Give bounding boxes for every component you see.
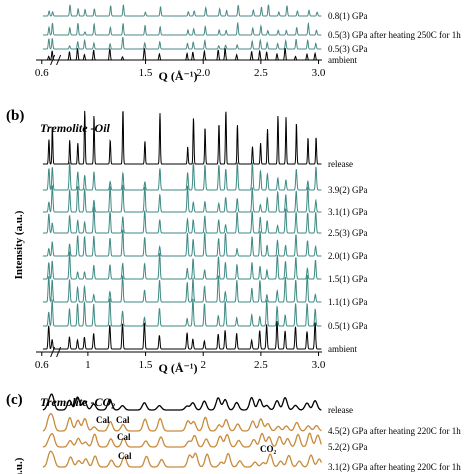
series-line bbox=[42, 393, 322, 411]
panel-b-x-axis-label: Q (Å⁻¹) bbox=[159, 361, 198, 375]
x-tick-label: 0.6 bbox=[35, 67, 49, 79]
annotation-label: Cal bbox=[118, 451, 132, 461]
series-label: 5.2(2) GPa bbox=[328, 442, 368, 452]
panel-b: (b) Tremolite -Oil Intensity (a.u.) rele… bbox=[6, 108, 368, 375]
series-label: 2.0(1) GPa bbox=[328, 251, 368, 261]
panel-c-y-axis-label: a.u.) bbox=[13, 457, 25, 474]
series-label: 3.1(2) GPa after heating 220C for 1h bbox=[328, 462, 461, 472]
series-label: ambient bbox=[328, 55, 357, 65]
panel-b-y-axis-label: Intensity (a.u.) bbox=[13, 210, 25, 279]
x-tick-label: 1.5 bbox=[139, 359, 153, 371]
series-line bbox=[42, 298, 322, 327]
annotation-label: Cal bbox=[117, 432, 131, 442]
axis-break-mark bbox=[56, 346, 62, 358]
x-tick-label: 2 bbox=[200, 359, 206, 371]
panel-b-traces bbox=[42, 110, 322, 350]
series-line bbox=[42, 36, 322, 50]
series-label: release bbox=[328, 159, 353, 169]
series-line bbox=[42, 48, 322, 61]
series-label: 4.5(2) GPa after heating 220C for 1h bbox=[328, 426, 461, 436]
panel-a-x-axis-label: Q (Å⁻¹) bbox=[159, 69, 198, 83]
series-line bbox=[42, 229, 322, 257]
panel-a-series-labels: 0.8(1) GPa 0.5(3) GPa after heating 250C … bbox=[328, 11, 461, 65]
panel-a-traces bbox=[42, 4, 322, 61]
panel-c-traces bbox=[42, 393, 322, 468]
x-tick-label: 2.0 bbox=[196, 67, 210, 79]
x-tick-label: 1.5 bbox=[139, 67, 153, 79]
series-label: 2.5(3) GPa bbox=[328, 228, 368, 238]
series-line bbox=[42, 4, 322, 17]
series-line bbox=[42, 321, 322, 350]
x-tick-label: 0.6 bbox=[35, 359, 49, 371]
axis-break-mark bbox=[50, 54, 56, 66]
series-label: 3.9(2) GPa bbox=[328, 185, 368, 195]
annotation-label: Cal bbox=[96, 415, 110, 425]
series-label: 0.8(1) GPa bbox=[328, 11, 368, 21]
series-line bbox=[42, 206, 322, 234]
panel-b-series-labels: release 3.9(2) GPa 3.1(1) GPa 2.5(3) GPa 2.0… bbox=[328, 159, 368, 354]
series-label: 1.1(1) GPa bbox=[328, 297, 368, 307]
series-label: 0.5(1) GPa bbox=[328, 321, 368, 331]
panel-b-label: (b) bbox=[6, 108, 24, 124]
series-label: 0.5(3) GPa bbox=[328, 44, 368, 54]
axis-break-mark bbox=[56, 54, 62, 66]
series-label: ambient bbox=[328, 344, 357, 354]
panel-b-x-axis: 0.6 1 1.5 2 2.5 3.0 bbox=[35, 346, 326, 371]
x-tick-label: 2.5 bbox=[254, 67, 268, 79]
x-tick-label: 3.0 bbox=[312, 359, 326, 371]
series-line bbox=[42, 161, 322, 191]
annotation-label: CO₂ bbox=[260, 444, 277, 454]
series-line bbox=[42, 413, 322, 432]
series-label: 3.1(1) GPa bbox=[328, 207, 368, 217]
series-label: release bbox=[328, 405, 353, 415]
axis-break-mark bbox=[50, 346, 56, 358]
panel-c-title: Tremolite -CO₂ bbox=[40, 395, 115, 409]
x-tick-label: 1 bbox=[85, 359, 91, 371]
series-label: 1.5(1) GPa bbox=[328, 274, 368, 284]
series-line bbox=[42, 184, 322, 213]
panel-c-annotations: Cal Cal Cal Cal CO₂ bbox=[96, 415, 277, 461]
series-line bbox=[42, 450, 322, 468]
series-line bbox=[42, 251, 322, 280]
panel-c-label: (c) bbox=[6, 392, 23, 408]
x-tick-label: 2.5 bbox=[254, 359, 268, 371]
panel-c: (c) Tremolite -CO₂ a.u.) release 4.5(2) G… bbox=[6, 392, 461, 474]
panel-a-x-axis: 0.6 1.5 2.0 2.5 3.0 bbox=[35, 54, 326, 79]
series-line bbox=[42, 432, 322, 448]
series-line bbox=[42, 21, 322, 36]
x-tick-label: 3.0 bbox=[312, 67, 326, 79]
annotation-label: Cal bbox=[116, 415, 130, 425]
panel-c-series-labels: release 4.5(2) GPa after heating 220C for… bbox=[328, 405, 461, 472]
series-line bbox=[42, 110, 322, 165]
panel-a: 0.8(1) GPa 0.5(3) GPa after heating 250C … bbox=[35, 4, 461, 83]
series-line bbox=[42, 274, 322, 303]
panel-b-title: Tremolite -Oil bbox=[40, 121, 111, 135]
series-label: 0.5(3) GPa after heating 250C for 1h bbox=[328, 30, 461, 40]
